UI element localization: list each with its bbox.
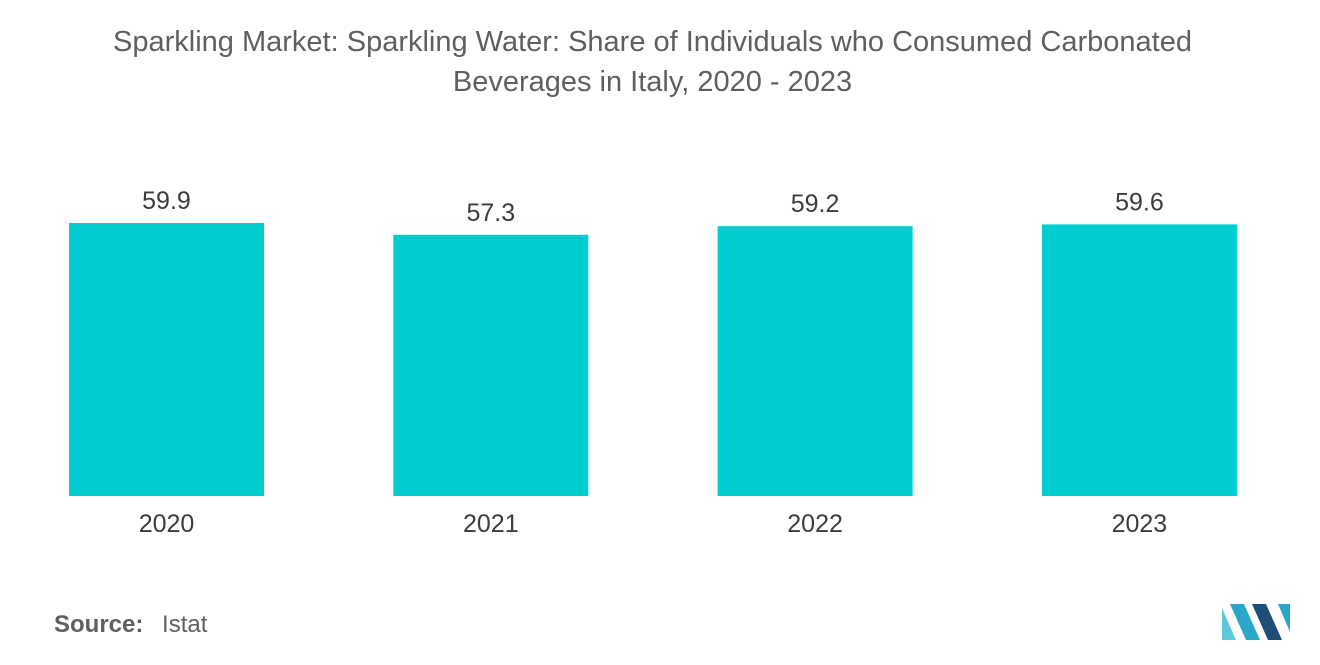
value-label-2021: 57.3 bbox=[466, 199, 515, 227]
bar-2022 bbox=[717, 226, 913, 496]
x-tick-label-2023: 2023 bbox=[1112, 510, 1168, 538]
value-label-2023: 59.6 bbox=[1115, 188, 1164, 216]
bar-2023 bbox=[1041, 224, 1237, 496]
logo-shape-right bbox=[1252, 604, 1282, 640]
logo-shape-end bbox=[1278, 604, 1290, 632]
bar-2021 bbox=[393, 234, 589, 497]
logo-shape-mid bbox=[1230, 604, 1260, 640]
chart-title: Sparkling Market: Sparkling Water: Share… bbox=[113, 26, 1192, 98]
value-label-2022: 59.2 bbox=[791, 190, 840, 218]
x-tick-label-2021: 2021 bbox=[463, 510, 519, 538]
bar-2020 bbox=[69, 223, 264, 496]
value-label-2020: 59.9 bbox=[142, 187, 191, 215]
x-tick-label-2020: 2020 bbox=[139, 510, 195, 538]
source-value: Istat bbox=[162, 611, 208, 638]
source-label: Source: bbox=[54, 611, 144, 638]
source-note: Source: Istat bbox=[54, 611, 207, 639]
x-tick-label-2022: 2022 bbox=[787, 510, 843, 538]
logo-shape-left bbox=[1222, 608, 1236, 640]
brand-logo-icon bbox=[1222, 604, 1290, 640]
